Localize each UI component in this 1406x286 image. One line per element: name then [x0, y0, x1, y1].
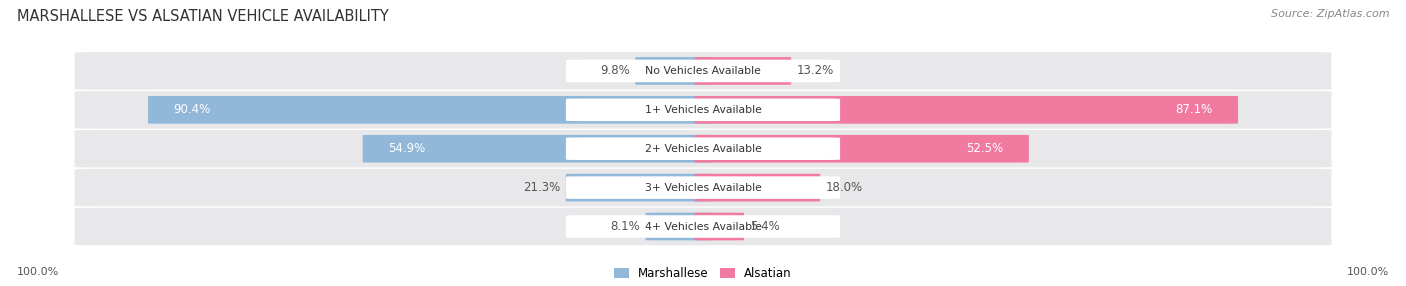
Text: No Vehicles Available: No Vehicles Available — [645, 66, 761, 76]
FancyBboxPatch shape — [75, 52, 1331, 90]
Text: MARSHALLESE VS ALSATIAN VEHICLE AVAILABILITY: MARSHALLESE VS ALSATIAN VEHICLE AVAILABI… — [17, 9, 388, 23]
Text: 21.3%: 21.3% — [523, 181, 560, 194]
FancyBboxPatch shape — [695, 57, 792, 85]
Text: 4+ Vehicles Available: 4+ Vehicles Available — [644, 222, 762, 231]
FancyBboxPatch shape — [695, 135, 1029, 162]
Text: 100.0%: 100.0% — [1347, 267, 1389, 277]
FancyBboxPatch shape — [636, 57, 711, 85]
FancyBboxPatch shape — [565, 176, 839, 199]
Text: 3+ Vehicles Available: 3+ Vehicles Available — [644, 183, 762, 192]
FancyBboxPatch shape — [565, 138, 839, 160]
Legend: Marshallese, Alsatian: Marshallese, Alsatian — [614, 267, 792, 280]
Text: 13.2%: 13.2% — [797, 64, 834, 78]
FancyBboxPatch shape — [565, 174, 711, 201]
Text: 5.4%: 5.4% — [749, 220, 779, 233]
Text: 90.4%: 90.4% — [173, 103, 211, 116]
Text: 8.1%: 8.1% — [610, 220, 640, 233]
FancyBboxPatch shape — [645, 213, 711, 240]
FancyBboxPatch shape — [75, 130, 1331, 168]
FancyBboxPatch shape — [148, 96, 711, 124]
FancyBboxPatch shape — [75, 91, 1331, 129]
FancyBboxPatch shape — [75, 169, 1331, 206]
FancyBboxPatch shape — [565, 215, 839, 238]
FancyBboxPatch shape — [565, 99, 839, 121]
Text: 52.5%: 52.5% — [966, 142, 1004, 155]
Text: 100.0%: 100.0% — [17, 267, 59, 277]
FancyBboxPatch shape — [363, 135, 711, 162]
Text: 87.1%: 87.1% — [1175, 103, 1213, 116]
Text: 54.9%: 54.9% — [388, 142, 425, 155]
FancyBboxPatch shape — [695, 174, 820, 201]
Text: 18.0%: 18.0% — [825, 181, 863, 194]
Text: 2+ Vehicles Available: 2+ Vehicles Available — [644, 144, 762, 154]
Text: 1+ Vehicles Available: 1+ Vehicles Available — [644, 105, 762, 115]
FancyBboxPatch shape — [75, 208, 1331, 245]
FancyBboxPatch shape — [565, 60, 839, 82]
Text: Source: ZipAtlas.com: Source: ZipAtlas.com — [1271, 9, 1389, 19]
FancyBboxPatch shape — [695, 96, 1239, 124]
Text: 9.8%: 9.8% — [600, 64, 630, 78]
FancyBboxPatch shape — [695, 213, 744, 240]
